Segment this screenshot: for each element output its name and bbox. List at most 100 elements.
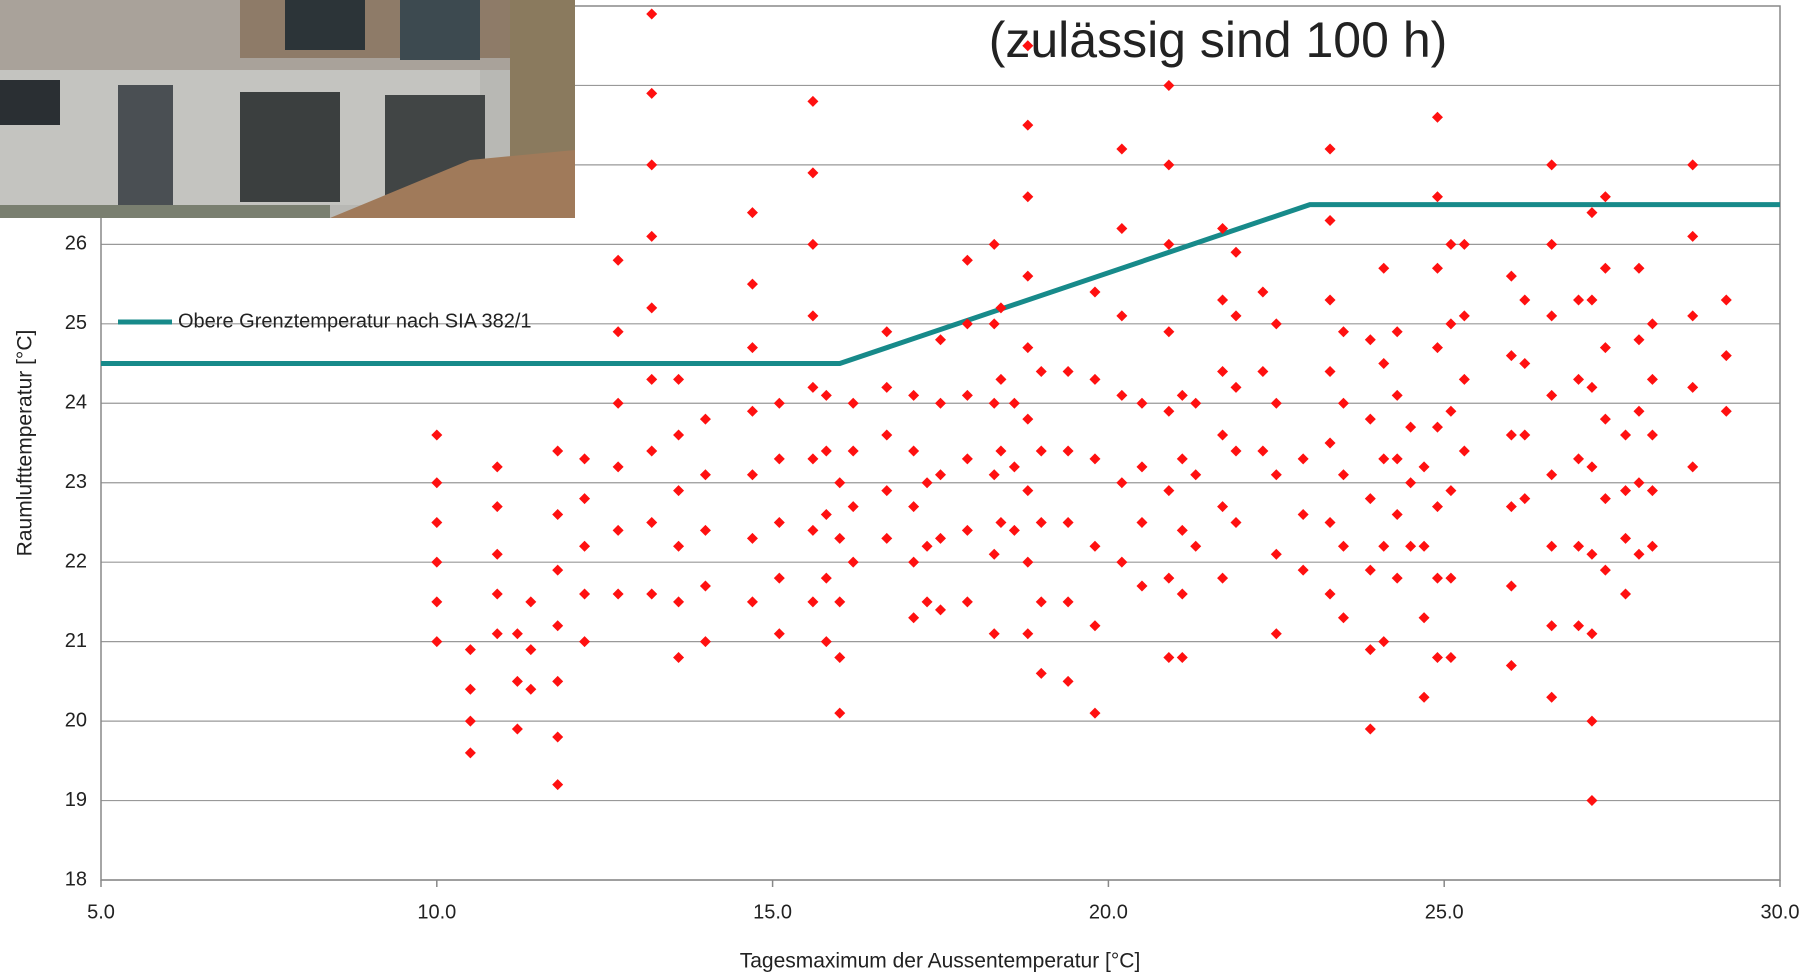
point	[1136, 398, 1147, 409]
point	[1325, 438, 1336, 449]
point	[1217, 430, 1228, 441]
point	[525, 684, 536, 695]
point	[1231, 517, 1242, 528]
point	[1392, 573, 1403, 584]
point	[1432, 191, 1443, 202]
point	[1177, 525, 1188, 536]
point	[935, 604, 946, 615]
point	[1419, 612, 1430, 623]
point	[492, 501, 503, 512]
point	[1378, 263, 1389, 274]
point	[774, 398, 785, 409]
point	[1506, 430, 1517, 441]
point	[1036, 668, 1047, 679]
point	[1633, 263, 1644, 274]
point	[1009, 525, 1020, 536]
point	[1231, 247, 1242, 258]
point	[1365, 724, 1376, 735]
point	[1325, 294, 1336, 305]
point	[1063, 445, 1074, 456]
point	[1647, 485, 1658, 496]
x-tick-label: 15.0	[753, 901, 792, 923]
point	[1432, 112, 1443, 123]
point	[1620, 485, 1631, 496]
point	[1163, 239, 1174, 250]
point	[1217, 573, 1228, 584]
point	[1432, 652, 1443, 663]
point	[1546, 541, 1557, 552]
y-tick-label: 20	[65, 709, 87, 731]
point	[1298, 509, 1309, 520]
point	[1338, 469, 1349, 480]
point	[1163, 80, 1174, 91]
point	[431, 477, 442, 488]
point	[1298, 453, 1309, 464]
point	[613, 398, 624, 409]
point	[1392, 509, 1403, 520]
point	[1063, 517, 1074, 528]
point	[1298, 565, 1309, 576]
point	[774, 453, 785, 464]
point	[1163, 406, 1174, 417]
point	[1519, 430, 1530, 441]
point	[525, 596, 536, 607]
legend-label: Obere Grenztemperatur nach SIA 382/1	[178, 310, 532, 332]
point	[646, 8, 657, 19]
point	[673, 374, 684, 385]
y-tick-label: 26	[65, 233, 87, 255]
point	[1365, 493, 1376, 504]
point	[1432, 422, 1443, 433]
point	[1365, 334, 1376, 345]
point	[1419, 461, 1430, 472]
point	[700, 525, 711, 536]
point	[1432, 342, 1443, 353]
point	[834, 596, 845, 607]
point	[1231, 310, 1242, 321]
point	[1419, 541, 1430, 552]
point	[962, 525, 973, 536]
point	[1116, 477, 1127, 488]
point	[1089, 453, 1100, 464]
point	[821, 636, 832, 647]
point	[1089, 374, 1100, 385]
point	[1647, 374, 1658, 385]
point	[1573, 620, 1584, 631]
point	[1506, 501, 1517, 512]
point	[747, 342, 758, 353]
point	[995, 374, 1006, 385]
point	[1586, 207, 1597, 218]
point	[821, 509, 832, 520]
point	[821, 445, 832, 456]
point	[492, 461, 503, 472]
point	[908, 390, 919, 401]
point	[1647, 541, 1658, 552]
point	[465, 716, 476, 727]
point	[1459, 445, 1470, 456]
point	[1378, 358, 1389, 369]
point	[1459, 239, 1470, 250]
point	[1325, 144, 1336, 155]
point	[431, 636, 442, 647]
point	[1546, 469, 1557, 480]
point	[1546, 390, 1557, 401]
point	[646, 302, 657, 313]
point	[431, 517, 442, 528]
point	[613, 326, 624, 337]
x-tick-label: 10.0	[417, 901, 456, 923]
point	[1546, 159, 1557, 170]
point	[995, 445, 1006, 456]
point	[646, 588, 657, 599]
point	[774, 517, 785, 528]
point	[673, 541, 684, 552]
point	[1600, 342, 1611, 353]
point	[881, 430, 892, 441]
point	[821, 390, 832, 401]
point	[989, 318, 1000, 329]
point	[1721, 294, 1732, 305]
point	[1022, 342, 1033, 353]
point	[1257, 287, 1268, 298]
point	[1089, 708, 1100, 719]
x-tick-label: 25.0	[1425, 901, 1464, 923]
point	[579, 541, 590, 552]
point	[1217, 294, 1228, 305]
